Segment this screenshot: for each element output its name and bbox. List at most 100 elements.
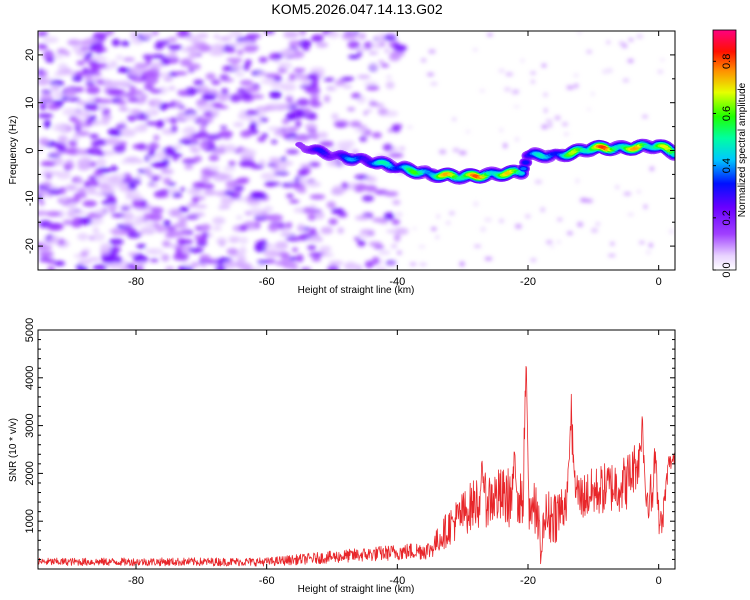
spectrogram-noise-blob bbox=[370, 65, 378, 69]
spectrogram-noise-blob bbox=[60, 197, 68, 202]
spectrogram-noise-blob bbox=[350, 120, 362, 128]
spectrogram-track-cell bbox=[520, 167, 527, 171]
spectrogram-noise-blob bbox=[92, 227, 99, 233]
spectrogram-noise-dot bbox=[657, 70, 664, 74]
spectrogram-noise-blob bbox=[371, 132, 382, 139]
spectrogram-noise-blob bbox=[307, 213, 317, 221]
y-tick-label: 3000 bbox=[24, 413, 36, 437]
spectrogram-noise-dot bbox=[530, 71, 537, 75]
spectrogram-noise-blob bbox=[152, 98, 162, 107]
spectrogram-noise-blob bbox=[61, 96, 69, 102]
spectrogram-noise-dot bbox=[452, 117, 457, 121]
spectrogram-noise-dot bbox=[511, 89, 518, 95]
spectrogram-noise-blob bbox=[42, 36, 59, 44]
spectrogram-noise-dot bbox=[520, 58, 525, 63]
spectrogram-noise-blob bbox=[71, 134, 80, 142]
spectrogram-noise-blob bbox=[297, 168, 308, 177]
spectrogram-noise-blob bbox=[96, 98, 113, 104]
spectrogram-noise-blob bbox=[53, 92, 64, 99]
spectrogram-noise-blob bbox=[281, 132, 290, 138]
spectrogram-noise-blob bbox=[261, 133, 269, 138]
snr-frame bbox=[37, 329, 676, 570]
spectrogram-noise-dot bbox=[388, 262, 396, 266]
spectrogram-noise-blob bbox=[57, 148, 66, 153]
spectrogram-noise-blob bbox=[146, 171, 154, 178]
spectrogram-noise-blob bbox=[240, 130, 252, 138]
spectrogram-noise-blob bbox=[76, 100, 87, 106]
spectrogram-noise-blob bbox=[299, 163, 312, 169]
spectrogram-noise-blob bbox=[127, 96, 140, 103]
spectrogram-noise-blob bbox=[187, 63, 201, 71]
spectrogram-noise-blob bbox=[283, 31, 299, 39]
spectrogram-noise-blob bbox=[128, 67, 143, 76]
spectrogram-noise-blob bbox=[48, 188, 62, 195]
spectrogram-noise-blob bbox=[206, 134, 222, 140]
spectrogram-noise-blob bbox=[347, 40, 361, 49]
spectrogram-noise-blob bbox=[131, 190, 140, 197]
spectrogram-noise-dot bbox=[649, 243, 653, 248]
spectrogram-noise-dot bbox=[534, 179, 543, 184]
spectrogram-noise-blob bbox=[134, 93, 149, 98]
spectrogram-noise-blob bbox=[179, 187, 186, 192]
spectrogram-noise-blob bbox=[77, 187, 87, 195]
spectrogram-noise-blob bbox=[243, 221, 258, 227]
spectrogram-noise-dot bbox=[465, 130, 471, 133]
spectrogram-noise-blob bbox=[186, 202, 198, 208]
spectrogram-noise-dot bbox=[499, 219, 504, 223]
spectrogram-noise-blob bbox=[83, 180, 92, 188]
spectrogram-noise-blob bbox=[235, 71, 245, 77]
spectrogram-noise-blob bbox=[38, 210, 49, 216]
figure-title: KOM5.2026.047.14.13.G02 bbox=[271, 1, 442, 17]
spectrogram-noise-dot bbox=[384, 48, 390, 54]
spectrogram-noise-blob bbox=[38, 78, 50, 86]
spectrogram-noise-blob bbox=[137, 159, 144, 164]
spectrogram-noise-dot bbox=[566, 231, 573, 235]
spectrogram-noise-blob bbox=[120, 206, 131, 211]
spectrogram-noise-blob bbox=[375, 266, 387, 270]
spectrogram-noise-blob bbox=[296, 98, 310, 107]
spectrogram-noise-blob bbox=[236, 49, 244, 56]
spectrogram-noise-dot bbox=[623, 192, 632, 196]
spectrogram-noise-blob bbox=[38, 43, 48, 50]
spectrogram-noise-blob bbox=[197, 130, 209, 139]
spectrogram-noise-blob bbox=[326, 87, 338, 91]
spectrogram-noise-blob bbox=[153, 134, 160, 141]
snr-y-ticks: 1000 2000 3000 4000 5000 bbox=[24, 318, 675, 560]
spectrogram-noise-blob bbox=[239, 160, 256, 166]
spectrogram-noise-dot bbox=[370, 102, 375, 106]
spectrogram-noise-blob bbox=[392, 199, 401, 205]
colorbar-tick-label: 0.6 bbox=[721, 106, 733, 121]
spectrogram-noise-blob bbox=[80, 251, 89, 257]
x-tick-label: 0 bbox=[656, 575, 662, 587]
spectrogram-noise-blob bbox=[216, 93, 232, 98]
spectrogram-noise-dot bbox=[368, 98, 375, 101]
spectrogram-noise-blob bbox=[76, 60, 86, 66]
spectrogram-noise-blob bbox=[199, 142, 209, 150]
spectrogram-noise-dot bbox=[380, 32, 385, 36]
spectrogram-track-cell bbox=[671, 152, 675, 156]
spectrogram-y-axis-label: Frequency (Hz) bbox=[8, 116, 19, 185]
spectrogram-noise-blob bbox=[306, 113, 318, 121]
spectrogram-noise-blob bbox=[227, 49, 236, 54]
spectrogram-noise-blob bbox=[86, 186, 97, 195]
spectrogram-noise-blob bbox=[321, 252, 335, 257]
spectrogram-noise-dot bbox=[459, 261, 465, 267]
spectrogram-noise-blob bbox=[155, 40, 170, 46]
spectrogram-noise-blob bbox=[65, 159, 74, 165]
spectrogram-noise-blob bbox=[62, 107, 79, 116]
spectrogram-noise-dot bbox=[487, 33, 493, 37]
spectrogram-noise-dot bbox=[525, 214, 531, 219]
spectrogram-noise-blob bbox=[73, 118, 82, 125]
spectrogram-noise-blob bbox=[94, 209, 106, 215]
spectrogram-noise-blob bbox=[196, 105, 212, 111]
spectrogram-noise-dot bbox=[387, 32, 396, 37]
spectrogram-noise-blob bbox=[167, 182, 177, 187]
spectrogram-noise-blob bbox=[393, 233, 401, 242]
spectrogram-noise-blob bbox=[170, 125, 178, 133]
spectrogram-noise-blob bbox=[47, 103, 61, 111]
spectrogram-noise-blob bbox=[40, 93, 53, 101]
spectrogram-noise-blob bbox=[347, 183, 354, 187]
spectrogram-noise-blob bbox=[342, 84, 352, 89]
x-tick-label: -20 bbox=[520, 276, 536, 288]
spectrogram-noise-blob bbox=[278, 160, 294, 166]
